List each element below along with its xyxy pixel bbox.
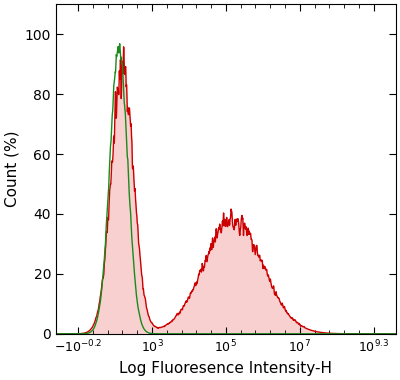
Y-axis label: Count (%): Count (%) <box>4 131 19 207</box>
X-axis label: Log Fluoresence Intensity-H: Log Fluoresence Intensity-H <box>119 361 332 376</box>
